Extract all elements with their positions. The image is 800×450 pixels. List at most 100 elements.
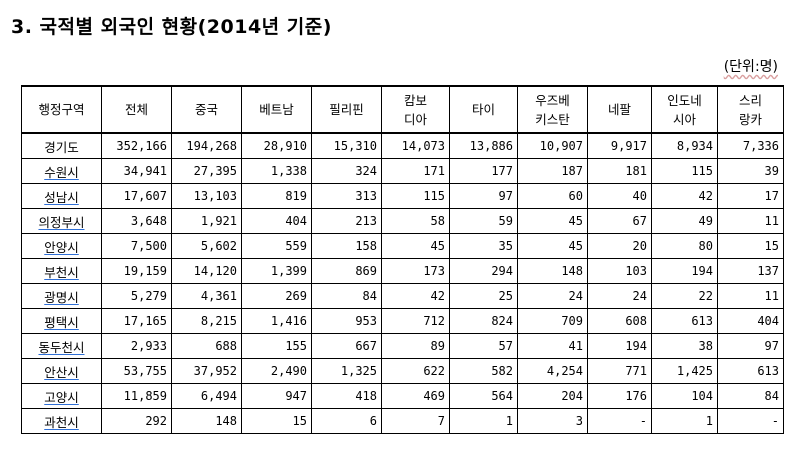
column-header-line: 시아 bbox=[672, 111, 696, 127]
value-cell: 3,648 bbox=[101, 208, 172, 234]
column-header-line: 디아 bbox=[403, 111, 427, 127]
table-row: 부천시 19,159 14,120 1,399 869 173 294 148 103 194 13… bbox=[21, 258, 784, 284]
value-cell: 115 bbox=[381, 183, 450, 209]
region-name: 의정부시 bbox=[38, 214, 85, 230]
region-cell: 안산시 bbox=[21, 358, 102, 384]
table-row: 광명시 5,279 4,361 269 84 42 25 24 24 22 11 bbox=[21, 283, 784, 309]
column-header-line: 타이 bbox=[471, 102, 495, 117]
value-cell: 38 bbox=[651, 333, 718, 359]
value-cell: 19,159 bbox=[101, 258, 172, 284]
value-cell: - bbox=[587, 408, 652, 434]
value-cell: 40 bbox=[587, 183, 652, 209]
value-cell: 559 bbox=[241, 233, 312, 259]
value-cell: 2,933 bbox=[101, 333, 172, 359]
column-header: 네팔 bbox=[587, 85, 652, 134]
value-cell: 24 bbox=[587, 283, 652, 309]
value-cell: 45 bbox=[517, 233, 588, 259]
value-cell: 42 bbox=[381, 283, 450, 309]
value-cell: 13,886 bbox=[449, 132, 518, 159]
value-cell: 28,910 bbox=[241, 132, 312, 159]
column-header-line: 필리핀 bbox=[329, 102, 364, 117]
column-header-line: 키스탄 bbox=[535, 111, 570, 127]
value-cell: 15 bbox=[241, 408, 312, 434]
region-name: 안산시 bbox=[44, 364, 79, 380]
value-cell: 5,602 bbox=[171, 233, 242, 259]
value-cell: 176 bbox=[587, 383, 652, 409]
value-cell: 155 bbox=[241, 333, 312, 359]
unit-note: (단위:명) bbox=[724, 56, 778, 76]
value-cell: 294 bbox=[449, 258, 518, 284]
value-cell: 11 bbox=[717, 283, 784, 309]
value-cell: 213 bbox=[311, 208, 382, 234]
table-header: 행정구역 전체 중국 베트남 필리핀 캄보 디아 타이 우즈베 키스탄 네팔 인도네 시아 스리 랑카 bbox=[21, 85, 784, 134]
value-cell: 7 bbox=[381, 408, 450, 434]
value-cell: 947 bbox=[241, 383, 312, 409]
value-cell: 14,073 bbox=[381, 132, 450, 159]
value-cell: 35 bbox=[449, 233, 518, 259]
region-cell: 평택시 bbox=[21, 308, 102, 334]
value-cell: 104 bbox=[651, 383, 718, 409]
table-row: 안양시 7,500 5,602 559 158 45 35 45 20 80 15 bbox=[21, 233, 784, 259]
value-cell: 89 bbox=[381, 333, 450, 359]
unit-note-text: (단위:명) bbox=[723, 59, 778, 75]
value-cell: 17 bbox=[717, 183, 784, 209]
value-cell: 103 bbox=[587, 258, 652, 284]
region-name: 광명시 bbox=[44, 289, 79, 305]
value-cell: 667 bbox=[311, 333, 382, 359]
region-cell: 동두천시 bbox=[21, 333, 102, 359]
value-cell: 57 bbox=[449, 333, 518, 359]
column-header-line: 인도네 bbox=[667, 92, 702, 108]
value-cell: 824 bbox=[449, 308, 518, 334]
value-cell: 49 bbox=[651, 208, 718, 234]
table-row: 성남시 17,607 13,103 819 313 115 97 60 40 42 17 bbox=[21, 183, 784, 209]
column-header: 캄보 디아 bbox=[381, 85, 450, 134]
value-cell: 17,607 bbox=[101, 183, 172, 209]
value-cell: 14,120 bbox=[171, 258, 242, 284]
value-cell: 25 bbox=[449, 283, 518, 309]
column-header-line: 전체 bbox=[124, 102, 148, 117]
value-cell: 1,425 bbox=[651, 358, 718, 384]
column-header-line: 랑카 bbox=[738, 111, 762, 127]
value-cell: 324 bbox=[311, 158, 382, 184]
value-cell: 564 bbox=[449, 383, 518, 409]
column-header-line: 행정구역 bbox=[38, 102, 85, 117]
value-cell: 8,934 bbox=[651, 132, 718, 159]
value-cell: 39 bbox=[717, 158, 784, 184]
value-cell: 42 bbox=[651, 183, 718, 209]
value-cell: 622 bbox=[381, 358, 450, 384]
value-cell: 352,166 bbox=[101, 132, 172, 159]
value-cell: 84 bbox=[311, 283, 382, 309]
value-cell: - bbox=[717, 408, 784, 434]
value-cell: 7,336 bbox=[717, 132, 784, 159]
value-cell: 292 bbox=[101, 408, 172, 434]
column-header-line: 중국 bbox=[194, 102, 218, 117]
region-cell: 수원시 bbox=[21, 158, 102, 184]
value-cell: 20 bbox=[587, 233, 652, 259]
region-name: 과천시 bbox=[44, 414, 79, 430]
value-cell: 1 bbox=[449, 408, 518, 434]
value-cell: 869 bbox=[311, 258, 382, 284]
value-cell: 613 bbox=[717, 358, 784, 384]
value-cell: 11 bbox=[717, 208, 784, 234]
value-cell: 418 bbox=[311, 383, 382, 409]
region-name: 안양시 bbox=[44, 239, 79, 255]
value-cell: 313 bbox=[311, 183, 382, 209]
column-header: 중국 bbox=[171, 85, 242, 134]
table-body: 경기도 352,166 194,268 28,910 15,310 14,073 13,88… bbox=[21, 132, 784, 434]
column-header: 우즈베 키스탄 bbox=[517, 85, 588, 134]
value-cell: 404 bbox=[241, 208, 312, 234]
value-cell: 1,325 bbox=[311, 358, 382, 384]
value-cell: 148 bbox=[517, 258, 588, 284]
column-header-line: 스리 bbox=[738, 92, 762, 108]
value-cell: 148 bbox=[171, 408, 242, 434]
value-cell: 819 bbox=[241, 183, 312, 209]
value-cell: 1 bbox=[651, 408, 718, 434]
value-cell: 194 bbox=[651, 258, 718, 284]
table-row: 의정부시 3,648 1,921 404 213 58 59 45 67 49 11 bbox=[21, 208, 784, 234]
column-header: 베트남 bbox=[241, 85, 312, 134]
value-cell: 5,279 bbox=[101, 283, 172, 309]
table-row: 평택시 17,165 8,215 1,416 953 712 824 709 608 613 404 bbox=[21, 308, 784, 334]
value-cell: 269 bbox=[241, 283, 312, 309]
value-cell: 1,399 bbox=[241, 258, 312, 284]
